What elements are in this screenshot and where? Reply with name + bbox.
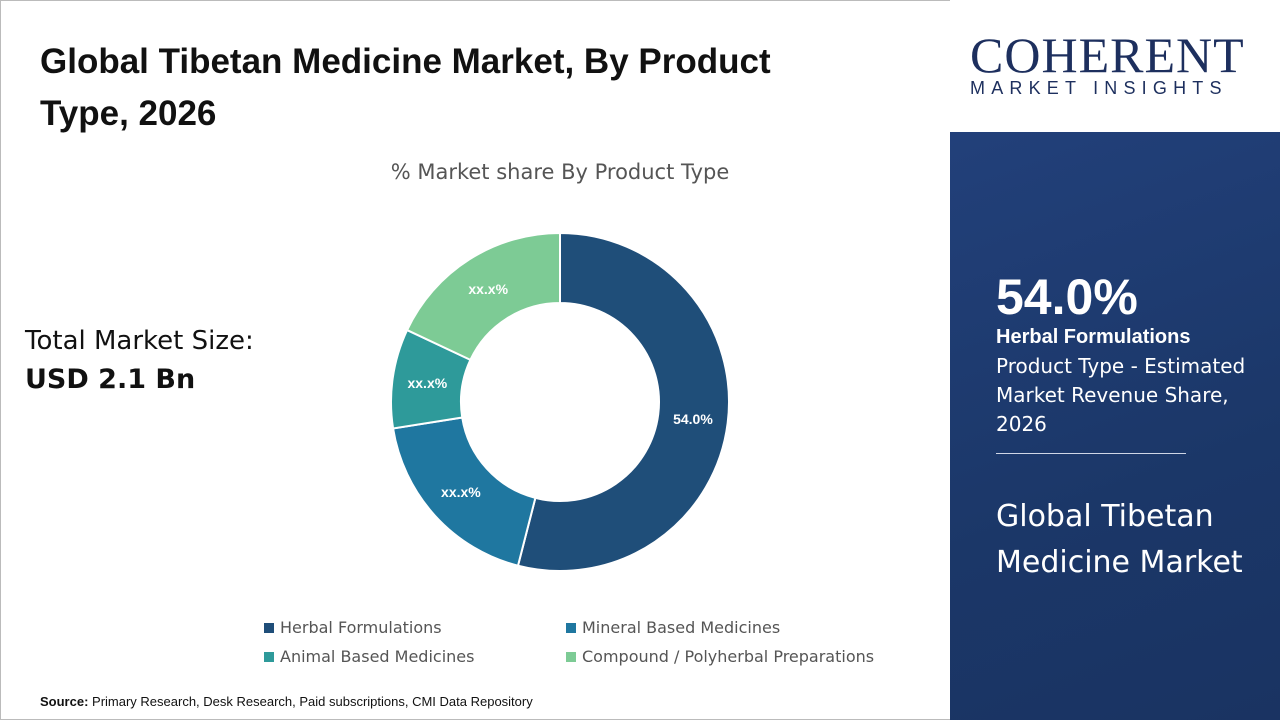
highlight-percent: 54.0% (996, 269, 1138, 325)
highlight-panel: 54.0% Herbal Formulations Product Type -… (950, 132, 1280, 720)
data-label: xx.x% (441, 484, 481, 500)
legend-item: Herbal Formulations (264, 618, 566, 637)
donut-chart: 54.0% xx.x% xx.x% xx.x% (390, 231, 730, 572)
total-market-value: USD 2.1 Bn (25, 364, 196, 395)
legend-swatch (264, 651, 274, 662)
donut-slice (405, 231, 561, 362)
legend-item: Animal Based Medicines (264, 647, 566, 666)
logo-word: COHERENT (970, 27, 1245, 83)
logo: COHERENT MARKET INSIGHTS (950, 0, 1280, 132)
legend-label: Herbal Formulations (280, 618, 442, 637)
legend: Herbal Formulations Mineral Based Medicin… (264, 618, 884, 666)
data-label: xx.x% (468, 281, 508, 297)
highlight-description: Product Type - Estimated Market Revenue … (996, 354, 1246, 436)
legend-item: Compound / Polyherbal Preparations (566, 647, 886, 666)
source-note: Source: Primary Research, Desk Research,… (40, 694, 533, 709)
market-name: Global Tibetan Medicine Market (996, 499, 1243, 580)
legend-swatch (264, 622, 274, 633)
data-label: xx.x% (407, 375, 447, 391)
page-title: Global Tibetan Medicine Market, By Produ… (40, 42, 771, 133)
legend-label: Compound / Polyherbal Preparations (582, 647, 875, 666)
highlight-segment: Herbal Formulations (996, 326, 1191, 348)
chart-title: % Market share By Product Type (390, 160, 730, 184)
donut-slice (391, 416, 537, 567)
logo-tagline: MARKET INSIGHTS (970, 78, 1228, 98)
legend-item: Mineral Based Medicines (566, 618, 886, 637)
legend-label: Animal Based Medicines (280, 647, 475, 666)
source-text: Primary Research, Desk Research, Paid su… (88, 694, 533, 709)
legend-swatch (566, 651, 576, 662)
source-label: Source: (40, 694, 89, 709)
divider (996, 453, 1186, 454)
data-label: 54.0% (673, 411, 713, 427)
total-market-label: Total Market Size: (25, 326, 254, 356)
legend-swatch (566, 622, 576, 633)
legend-label: Mineral Based Medicines (582, 618, 781, 637)
donut-slice (516, 231, 730, 572)
